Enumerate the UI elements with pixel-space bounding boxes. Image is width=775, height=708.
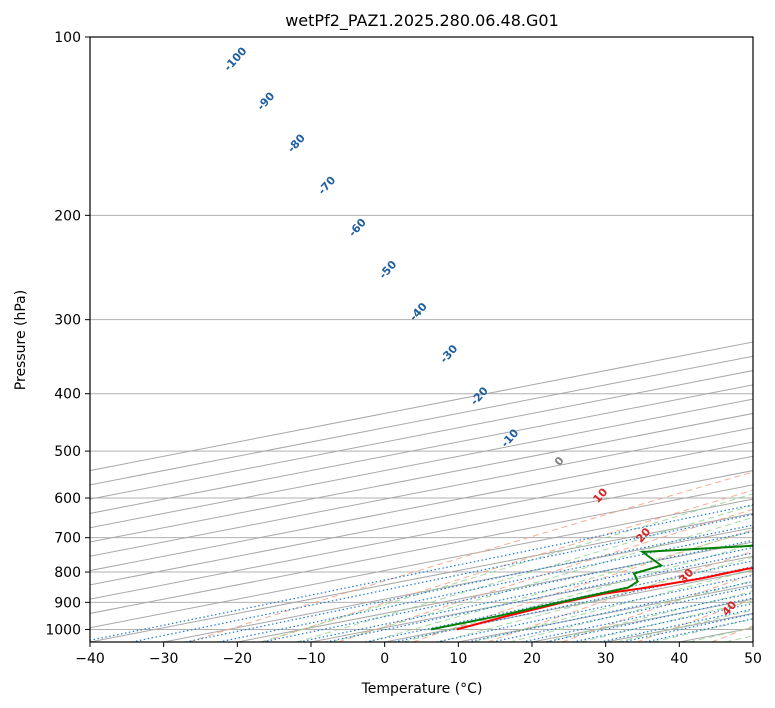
mixing-ratio-line [546,597,753,642]
moist-adiabat [438,556,753,642]
moist-adiabat [509,580,753,642]
temperature-profile [456,567,753,631]
isotherm-gridline [90,498,753,629]
x-tick-label: 40 [670,651,688,667]
y-tick-label: 500 [54,444,81,460]
y-tick-label: 900 [54,595,81,611]
mixing-ratio-line [90,504,753,641]
x-tick-label: 30 [597,651,615,667]
dry-adiabat [188,471,753,642]
x-tick-label: 20 [523,651,541,667]
dewpoint-profile [430,544,753,631]
isotherm-gridline [90,484,753,614]
y-tick-label: 400 [54,387,81,403]
y-tick-label: 100 [54,30,81,46]
plot-frame [89,36,754,643]
moist-adiabat [580,600,753,642]
isotherm-gridline [90,455,753,586]
mixing-ratio-line [572,602,753,642]
x-tick-label: 50 [744,651,762,667]
y-tick-label: 1000 [45,622,81,638]
mixing-ratio-line [521,592,753,642]
y-tick-label: 300 [54,313,81,329]
isotherm-gridline [90,427,753,557]
mixing-ratio-line [492,586,753,642]
x-tick-label: 10 [449,651,467,667]
y-axis-label: Pressure (hPa) [13,290,29,390]
isotherm-gridline [90,441,753,572]
x-tick-label: 0 [380,651,389,667]
x-tick-label: −30 [149,651,179,667]
isotherm-gridline [90,412,753,543]
moist-adiabat [331,516,753,642]
mixing-ratio-line [185,524,753,642]
mixing-ratio-line [218,531,753,642]
x-tick-label: −10 [296,651,326,667]
x-tick-label: −40 [75,651,105,667]
x-tick-label: −20 [223,651,253,667]
mixing-ratio-line [299,546,753,642]
y-tick-label: 700 [54,531,81,547]
moist-adiabat [402,543,753,642]
y-tick-label: 800 [54,565,81,581]
isotherm-gridline [90,470,753,600]
dry-adiabat [263,489,753,642]
y-tick-label: 200 [54,208,81,224]
isotherm-gridline [90,512,753,642]
isotherm-gridline [163,527,753,642]
mixing-ratio-line [262,539,753,642]
x-axis-label: Temperature (°C) [361,681,483,697]
chart-title: wetPf2_PAZ1.2025.280.06.48.G01 [285,11,559,31]
y-tick-label: 600 [54,491,81,507]
